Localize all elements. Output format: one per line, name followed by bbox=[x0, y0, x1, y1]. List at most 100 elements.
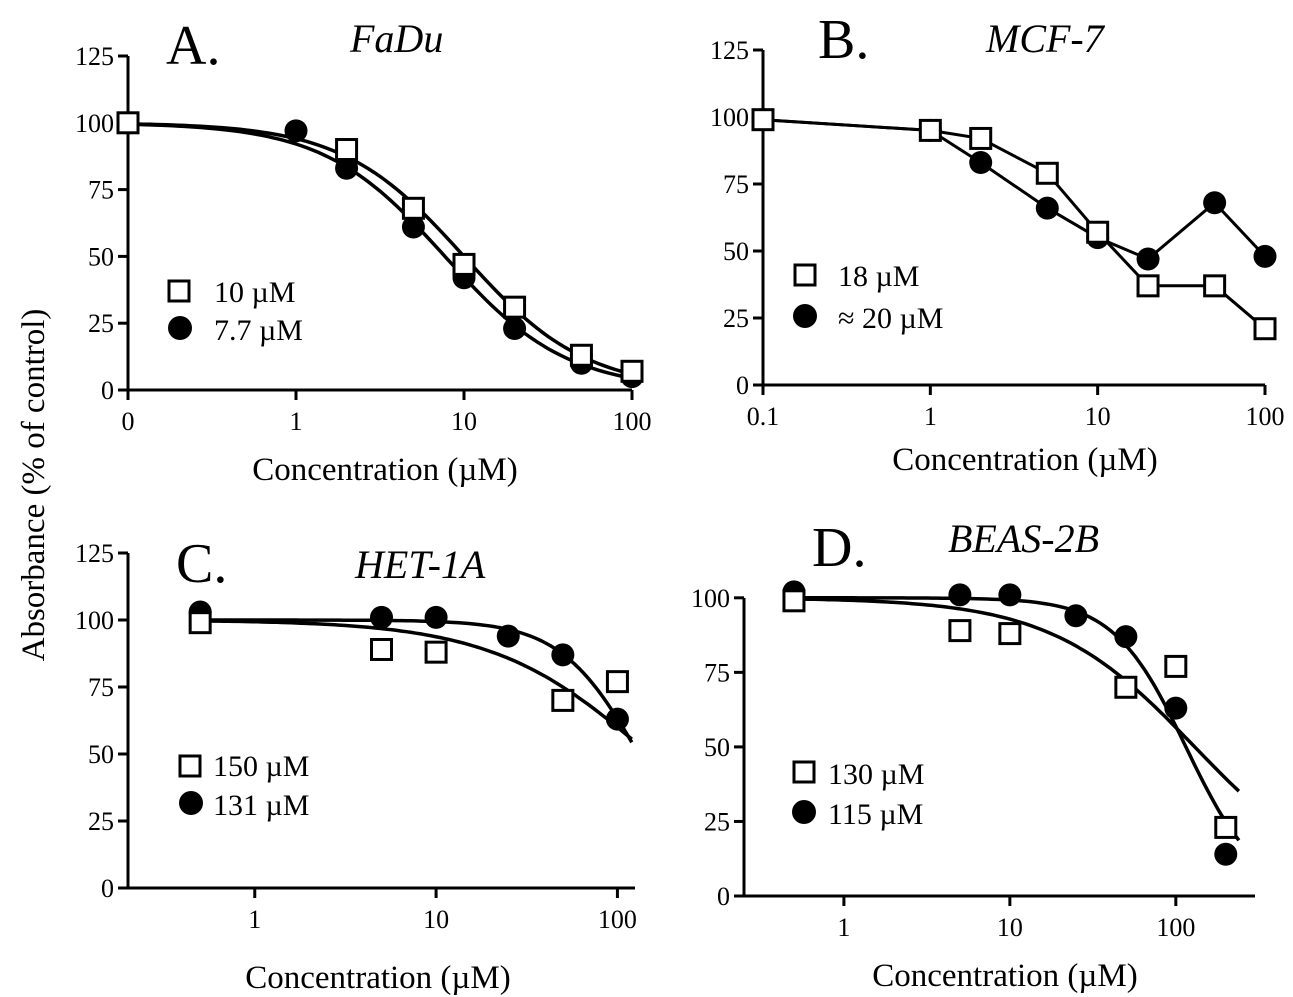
data-point-circle bbox=[1064, 604, 1088, 628]
data-point-circle bbox=[1164, 696, 1188, 720]
legend-square-icon bbox=[793, 263, 817, 287]
data-point-circle bbox=[503, 317, 527, 341]
panel-d-axes: 0 25 50 75 100 1 10 100 bbox=[691, 584, 1255, 942]
data-point-square bbox=[1114, 675, 1138, 699]
y-tick-label: 0 bbox=[101, 376, 114, 405]
panel-c-fit-curves bbox=[200, 618, 634, 744]
panel-a-letter: A. bbox=[166, 15, 220, 77]
y-tick-label: 50 bbox=[88, 242, 114, 271]
panel-a: A. FaDu Concentration (µM) 0255075100125… bbox=[75, 15, 652, 488]
panel-c-markers bbox=[188, 600, 629, 731]
data-point-square bbox=[1214, 815, 1238, 839]
legend-square-icon bbox=[178, 754, 202, 778]
x-tick-label: 0 bbox=[122, 407, 135, 436]
shared-y-axis-label: Absorbance (% of control) bbox=[16, 309, 52, 662]
data-point-circle bbox=[1253, 244, 1277, 268]
panel-c-axes: 0 25 50 75 100 125 1 10 100 bbox=[75, 539, 637, 934]
fit-curve-open-square bbox=[127, 122, 633, 376]
fit-curve-open-square bbox=[794, 597, 1241, 793]
y-tick-label: 50 bbox=[704, 733, 730, 762]
x-tick-label: 100 bbox=[613, 407, 652, 436]
panel-d-legend: 130 µM 115 µM bbox=[792, 758, 924, 831]
data-point-circle bbox=[401, 215, 425, 239]
panel-d-markers bbox=[782, 580, 1238, 866]
data-point-square bbox=[1164, 654, 1188, 678]
data-point-square bbox=[116, 111, 140, 135]
panel-c: C. HET-1A Concentration (µM) 0 25 50 75 100 1… bbox=[75, 533, 637, 996]
data-point-square bbox=[424, 640, 448, 664]
panel-a-axes: 0 25 50 75 100 125 0 1 10 100 bbox=[75, 42, 652, 436]
data-point-circle bbox=[969, 151, 993, 175]
y-tick-label: 100 bbox=[75, 109, 114, 138]
x-tick-label: 1 bbox=[248, 905, 261, 934]
legend-label-square: 18 µM bbox=[838, 260, 919, 293]
y-tick-label: 100 bbox=[691, 584, 730, 613]
x-tick-label: 100 bbox=[1246, 402, 1285, 431]
panel-b-letter: B. bbox=[818, 9, 869, 71]
data-point-square bbox=[335, 138, 359, 162]
data-point-square bbox=[401, 196, 425, 220]
data-point-square bbox=[452, 252, 476, 276]
panel-c-title: HET-1A bbox=[354, 542, 486, 587]
data-point-square bbox=[1203, 274, 1227, 298]
panel-b-lines bbox=[762, 118, 1267, 330]
y-tick-label: 75 bbox=[723, 170, 749, 199]
y-tick-label: 75 bbox=[88, 176, 114, 205]
x-tick-label: 1 bbox=[924, 402, 937, 431]
panel-b-markers bbox=[751, 108, 1277, 341]
fit-curve-filled-circle bbox=[200, 618, 634, 744]
y-tick-label: 100 bbox=[75, 606, 114, 635]
data-point-circle bbox=[1114, 625, 1138, 649]
x-tick-label: 10 bbox=[997, 913, 1023, 942]
data-point-circle bbox=[284, 119, 308, 143]
data-point-square bbox=[1086, 220, 1110, 244]
x-tick-label: 1 bbox=[290, 407, 303, 436]
legend-label-circle: 115 µM bbox=[828, 798, 923, 831]
data-point-square bbox=[1035, 161, 1059, 185]
panel-c-x-axis-label: Concentration (µM) bbox=[245, 960, 511, 996]
legend-circle-icon bbox=[793, 304, 817, 328]
panel-a-title: FaDu bbox=[349, 16, 443, 61]
fit-curve-open-square bbox=[200, 619, 633, 741]
data-point-square bbox=[918, 118, 942, 142]
panel-b-title: MCF-7 bbox=[985, 16, 1106, 61]
data-point-circle bbox=[948, 583, 972, 607]
fit-curve-filled-circle bbox=[127, 122, 633, 380]
panel-d: D. BEAS-2B Concentration (µM) 0 25 50 75 100… bbox=[691, 516, 1255, 994]
legend-square-icon bbox=[167, 279, 191, 303]
panel-a-fit-curves bbox=[127, 122, 633, 380]
panel-d-letter: D. bbox=[812, 517, 866, 579]
data-point-circle bbox=[496, 624, 520, 648]
x-tick-label: 1 bbox=[837, 913, 850, 942]
data-point-circle bbox=[1214, 842, 1238, 866]
panel-a-markers bbox=[116, 111, 644, 389]
legend-label-circle: 131 µM bbox=[213, 789, 309, 822]
data-point-square bbox=[998, 622, 1022, 646]
data-point-circle bbox=[605, 707, 629, 731]
y-tick-label: 75 bbox=[704, 658, 730, 687]
panel-c-legend: 150 µM 131 µM bbox=[178, 750, 309, 822]
y-tick-label: 25 bbox=[88, 807, 114, 836]
data-point-square bbox=[188, 611, 212, 635]
data-point-circle bbox=[1035, 196, 1059, 220]
data-point-square bbox=[751, 108, 775, 132]
panel-b: B. MCF-7 Concentration (µM) 0 25 50 75 100 12… bbox=[710, 9, 1285, 478]
y-tick-label: 50 bbox=[88, 740, 114, 769]
data-point-circle bbox=[370, 605, 393, 629]
legend-label-square: 130 µM bbox=[828, 758, 924, 791]
data-point-circle bbox=[335, 156, 359, 180]
y-tick-label: 125 bbox=[710, 36, 749, 65]
data-point-square bbox=[782, 589, 806, 613]
panel-a-legend: 10 µM 7.7 µM bbox=[167, 276, 303, 347]
data-point-square bbox=[948, 619, 972, 643]
series-line-filled-circle bbox=[762, 118, 1267, 261]
data-point-square bbox=[620, 359, 644, 383]
data-point-square bbox=[1136, 274, 1160, 298]
y-tick-label: 75 bbox=[88, 673, 114, 702]
data-point-circle bbox=[1136, 247, 1160, 271]
panel-d-title: BEAS-2B bbox=[948, 516, 1099, 561]
legend-circle-icon bbox=[792, 800, 816, 824]
panel-b-x-axis-label: Concentration (µM) bbox=[892, 442, 1158, 478]
y-tick-label: 0 bbox=[101, 874, 114, 903]
